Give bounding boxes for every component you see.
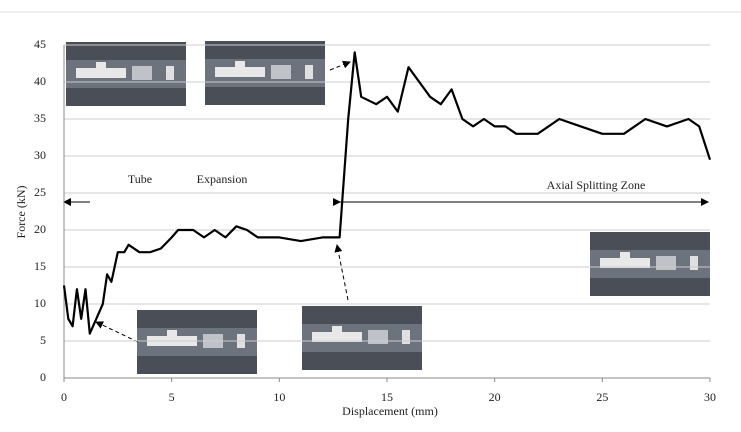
- y-tick-label: 30: [34, 148, 46, 162]
- x-tick-label: 25: [596, 390, 608, 404]
- y-tick-label: 35: [34, 111, 46, 125]
- x-axis-label: Displacement (mm): [342, 404, 438, 418]
- y-tick-label: 40: [34, 74, 46, 88]
- y-tick-label: 10: [34, 296, 46, 310]
- y-axis-label: Force (kN): [14, 186, 28, 239]
- arrow: [95, 321, 139, 343]
- force-curve: [62, 51, 712, 335]
- x-tick-label: 15: [381, 390, 393, 404]
- photo: [66, 42, 186, 106]
- photos: [66, 41, 710, 374]
- x-tick-label: 30: [704, 390, 716, 404]
- photo: [137, 310, 257, 374]
- x-tick-label: 20: [489, 390, 501, 404]
- annotation: Tube: [128, 172, 152, 186]
- y-tick-label: 15: [34, 259, 46, 273]
- photo: [205, 41, 325, 105]
- y-tick-label: 45: [34, 37, 46, 51]
- arrows: [63, 60, 709, 343]
- y-tick-label: 0: [40, 370, 46, 384]
- arrow: [329, 60, 351, 71]
- arrow: [334, 244, 349, 301]
- annotation: Axial Splitting Zone: [547, 178, 646, 192]
- y-tick-label: 20: [34, 222, 46, 236]
- y-tick-label: 25: [34, 185, 46, 199]
- annotation: Expansion: [197, 172, 248, 186]
- x-tick-label: 5: [169, 390, 175, 404]
- photo: [302, 306, 422, 370]
- x-tick-label: 10: [273, 390, 285, 404]
- x-tick-label: 0: [61, 390, 67, 404]
- y-tick-label: 5: [40, 333, 46, 347]
- photo: [590, 232, 710, 296]
